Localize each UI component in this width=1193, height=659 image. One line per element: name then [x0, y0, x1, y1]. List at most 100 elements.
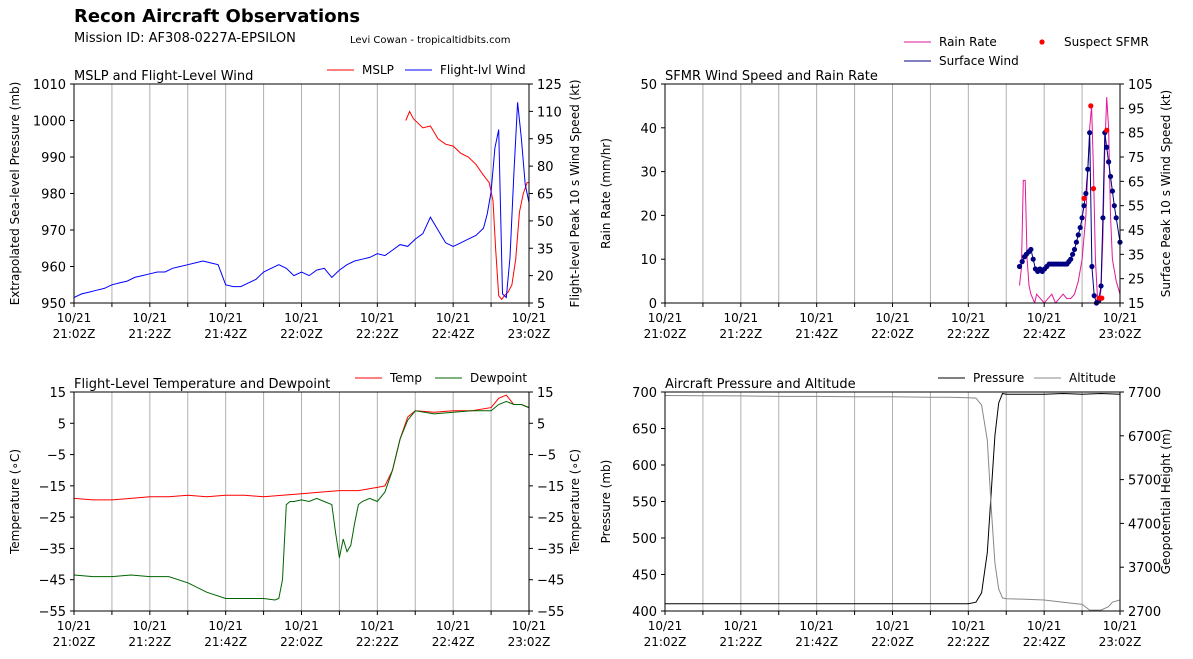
x-tick-label-time: 23:02Z	[508, 635, 551, 649]
legend-label: Pressure	[973, 371, 1024, 385]
legend-label: MSLP	[362, 63, 394, 77]
data-point-surface-wind	[1083, 190, 1089, 197]
x-tick-label-date: 10/21	[133, 311, 168, 325]
y-tick-label: 700	[632, 386, 657, 401]
y2-tick-label: −35	[537, 542, 564, 557]
x-tick-label-time: 22:22Z	[947, 327, 990, 341]
x-tick-label-time: 21:42Z	[204, 635, 247, 649]
y-tick-label: 40	[640, 122, 657, 137]
y2-axis-label: Geopotential Height (m)	[1159, 429, 1173, 575]
x-tick-label-time: 23:02Z	[1099, 635, 1142, 649]
y-tick-label: −45	[39, 574, 66, 589]
x-tick-label-time: 22:22Z	[947, 635, 990, 649]
y-tick-label: 50	[640, 78, 657, 93]
data-point-suspect-sfmr	[1081, 195, 1087, 201]
y2-axis-label: Surface Peak 10 s Wind Speed (kt)	[1159, 90, 1173, 297]
data-point-suspect-sfmr	[1090, 186, 1097, 192]
x-tick-label-date: 10/21	[436, 311, 471, 325]
y-tick-label: −5	[47, 449, 66, 464]
legend-label: Surface Wind	[939, 54, 1019, 68]
y2-tick-label: 95	[1128, 102, 1145, 117]
x-tick-label-time: 22:22Z	[356, 635, 399, 649]
y-tick-label: −15	[39, 480, 66, 495]
y-axis-label: Extrapolated Sea-level Pressure (mb)	[8, 82, 22, 306]
chart-panel-3: −55−45−35−25−15−5515−55−45−35−25−15−5515…	[8, 371, 582, 649]
data-point-surface-wind	[1098, 283, 1104, 289]
data-point-surface-wind	[1106, 159, 1112, 165]
y-tick-label: 1000	[33, 115, 66, 130]
y-tick-label: 400	[632, 605, 657, 620]
y2-tick-label: 25	[1128, 273, 1145, 288]
data-point-surface-wind	[1075, 232, 1081, 238]
series-line-rain-rate	[1019, 97, 1120, 303]
x-tick-label-date: 10/21	[512, 311, 547, 325]
data-point-surface-wind	[1085, 166, 1091, 172]
y2-tick-label: 65	[1128, 175, 1145, 190]
y-tick-label: 15	[49, 386, 66, 401]
y-tick-label: 990	[41, 151, 66, 166]
y2-tick-label: −25	[537, 511, 564, 526]
data-point-surface-wind	[1070, 251, 1076, 257]
x-tick-label-time: 21:22Z	[128, 327, 171, 341]
x-tick-label-date: 10/21	[284, 311, 319, 325]
y-tick-label: 0	[649, 297, 657, 312]
data-point-surface-wind	[1073, 239, 1079, 245]
chart-legend: Rain Rate Surface Wind Suspect SFMR	[904, 35, 1149, 68]
y2-tick-label: 45	[1128, 224, 1145, 239]
x-tick-label-date: 10/21	[648, 619, 683, 633]
data-point-surface-wind	[1104, 144, 1110, 150]
data-point-surface-wind	[1087, 130, 1093, 136]
data-point-surface-wind	[1077, 224, 1083, 231]
legend-marker	[1039, 39, 1045, 45]
y-tick-label: −25	[39, 511, 66, 526]
y2-tick-label: −45	[537, 574, 564, 589]
data-point-surface-wind	[1030, 256, 1036, 262]
x-tick-label-date: 10/21	[208, 619, 243, 633]
y2-tick-label: 6700	[1128, 430, 1161, 445]
data-point-surface-wind	[1071, 246, 1078, 253]
y-tick-label: 500	[632, 532, 657, 547]
x-tick-label-date: 10/21	[1103, 619, 1138, 633]
y2-tick-label: 3700	[1128, 561, 1161, 576]
y-tick-label: −55	[39, 605, 66, 620]
series-line-pressure	[665, 392, 1120, 605]
x-tick-label-time: 21:22Z	[719, 635, 762, 649]
y-axis-label: Temperature (∘C)	[8, 449, 22, 555]
y2-tick-label: 55	[1128, 200, 1145, 215]
chart-legend: Pressure Altitude	[938, 371, 1116, 385]
x-tick-label-time: 22:02Z	[280, 635, 323, 649]
y2-tick-label: 35	[537, 242, 554, 257]
x-tick-label-date: 10/21	[1027, 311, 1062, 325]
legend-label: Temp	[389, 371, 422, 385]
x-tick-label-time: 22:42Z	[432, 635, 475, 649]
y2-tick-label: −5	[537, 449, 556, 464]
chart-title: SFMR Wind Speed and Rain Rate	[665, 69, 878, 84]
y2-tick-label: 65	[537, 188, 554, 203]
x-tick-label-time: 21:02Z	[53, 327, 96, 341]
series-line-mslp	[405, 110, 529, 301]
y2-tick-label: 5	[537, 297, 545, 312]
data-point-surface-wind	[1100, 215, 1106, 221]
y2-tick-label: 105	[1128, 78, 1153, 93]
y2-tick-label: 75	[1128, 151, 1145, 166]
series-line-flight-lvl-wind	[74, 102, 529, 299]
data-point-suspect-sfmr	[1104, 127, 1110, 133]
data-point-surface-wind	[1091, 293, 1097, 299]
series-line-temp	[74, 394, 529, 501]
x-tick-label-time: 21:02Z	[644, 327, 687, 341]
y-tick-label: 30	[640, 166, 657, 181]
y2-tick-label: 15	[1128, 297, 1145, 312]
chart-title: MSLP and Flight-Level Wind	[74, 69, 253, 84]
y2-tick-label: −15	[537, 480, 564, 495]
page-title: Recon Aircraft Observations	[74, 6, 361, 27]
x-tick-label-time: 21:02Z	[53, 635, 96, 649]
y2-tick-label: 5700	[1128, 474, 1161, 489]
x-tick-label-time: 21:02Z	[644, 635, 687, 649]
y2-tick-label: 85	[1128, 127, 1145, 142]
x-tick-label-time: 21:22Z	[719, 327, 762, 341]
y2-tick-label: 7700	[1128, 386, 1161, 401]
data-point-surface-wind	[1016, 263, 1023, 270]
x-tick-label-date: 10/21	[799, 311, 834, 325]
x-tick-label-date: 10/21	[724, 311, 759, 325]
